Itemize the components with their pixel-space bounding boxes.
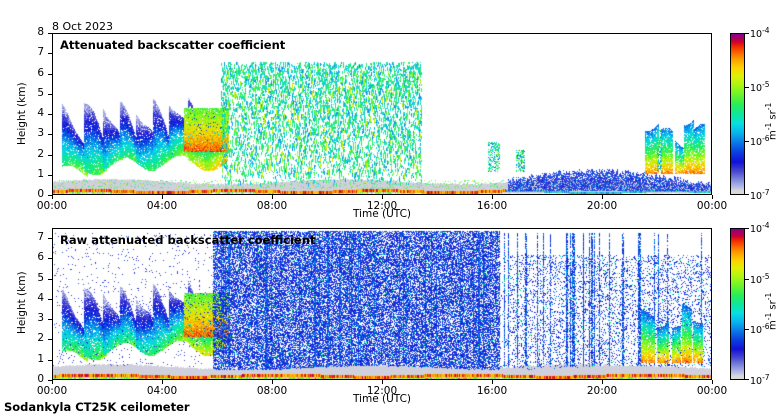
- colorbar-tick-mark: [745, 194, 749, 195]
- ytick-mark: [48, 258, 52, 260]
- xtick-mark: [382, 195, 383, 199]
- colorbar-tick-mark: [745, 228, 749, 229]
- ytick-label: 0: [37, 188, 44, 200]
- ytick-mark: [48, 298, 52, 300]
- xtick-mark: [602, 380, 603, 384]
- ytick-label: 7: [37, 46, 44, 59]
- ytick-mark: [48, 195, 52, 196]
- xtick-label: 00:00: [36, 385, 68, 397]
- colorbar-tick-mark: [745, 33, 749, 34]
- colorbar-tick-mark: [745, 379, 749, 380]
- ytick-label: 4: [37, 107, 44, 119]
- colorbar-panel2: [730, 228, 745, 380]
- ytick-label: 2: [37, 147, 44, 160]
- panel1-plot-area: [53, 34, 711, 194]
- ytick-mark: [48, 380, 52, 381]
- colorbar-tick-label: 10-5: [750, 80, 770, 95]
- xtick-label: 00:00: [696, 385, 728, 397]
- ytick-mark: [48, 114, 52, 115]
- colorbar-tick-label: 10-7: [750, 373, 770, 388]
- ytick-mark: [48, 319, 52, 321]
- xtick-label: 00:00: [36, 200, 68, 212]
- ytick-label: 0: [37, 373, 44, 385]
- ytick-label: 2: [37, 332, 44, 345]
- panel2-title: Raw attenuated backscatter coefficient: [60, 233, 316, 247]
- ytick-label: 4: [37, 291, 44, 304]
- colorbar-tick-label: 10-5: [750, 271, 770, 286]
- xtick-mark: [492, 195, 493, 199]
- xtick-label: 04:00: [146, 385, 178, 397]
- colorbar-tick-label: 10-6: [750, 322, 770, 337]
- colorbar-unit-panel2: m-1 sr-1: [764, 292, 779, 330]
- ytick-mark: [48, 73, 52, 75]
- ytick-mark: [48, 359, 52, 361]
- ytick-label: 6: [37, 66, 44, 79]
- xtick-label: 08:00: [256, 385, 288, 397]
- colorbar-tick-mark: [745, 329, 749, 331]
- colorbar-panel1: [730, 33, 745, 195]
- panel1-ylabel: Height (km): [16, 82, 28, 145]
- ytick-mark: [48, 238, 52, 240]
- xtick-mark: [382, 380, 383, 384]
- ytick-mark: [48, 339, 52, 341]
- ytick-label: 8: [37, 26, 44, 38]
- panel2-heatmap: [53, 229, 711, 379]
- colorbar-tick-label: 10-4: [750, 221, 770, 236]
- xtick-label: 12:00: [366, 385, 398, 397]
- xtick-mark: [162, 195, 163, 199]
- ytick-label: 7: [37, 231, 44, 244]
- xtick-label: 12:00: [366, 200, 398, 212]
- ytick-label: 3: [37, 312, 44, 325]
- xtick-mark: [272, 195, 273, 199]
- colorbar-tick-label: 10-7: [750, 188, 770, 203]
- ytick-label: 5: [37, 86, 44, 99]
- panel2-xlabel: Time (UTC): [352, 393, 412, 405]
- colorbar-tick-mark: [745, 278, 749, 280]
- xtick-label: 16:00: [476, 385, 508, 397]
- xtick-mark: [712, 195, 713, 199]
- xtick-mark: [162, 380, 163, 384]
- ytick-label: 1: [37, 352, 44, 365]
- ytick-label: 6: [37, 251, 44, 264]
- colorbar-tick-mark: [745, 87, 749, 88]
- ytick-mark: [48, 278, 52, 280]
- ytick-label: 3: [37, 127, 44, 140]
- colorbar-tick-mark: [745, 141, 749, 142]
- panel-raw-attenuated-backscatter: [52, 228, 712, 380]
- ytick-label: 5: [37, 271, 44, 284]
- colorbar-unit-panel1: m-1 sr-1: [764, 102, 779, 140]
- station-label: Sodankyla CT25K ceilometer: [4, 400, 190, 414]
- panel2-ylabel: Height (km): [16, 271, 28, 334]
- xtick-mark: [602, 195, 603, 199]
- panel1-heatmap: [53, 34, 711, 194]
- xtick-label: 00:00: [696, 200, 728, 212]
- ytick-mark: [48, 93, 52, 95]
- xtick-label: 08:00: [256, 200, 288, 212]
- colorbar-tick-label: 10-6: [750, 134, 770, 149]
- date-label: 8 Oct 2023: [52, 20, 114, 33]
- ytick-mark: [48, 134, 52, 136]
- xtick-mark: [272, 380, 273, 384]
- xtick-label: 04:00: [146, 200, 178, 212]
- xtick-mark: [492, 380, 493, 384]
- panel2-plot-area: [53, 229, 711, 379]
- ytick-label: 1: [37, 167, 44, 180]
- xtick-label: 20:00: [586, 385, 618, 397]
- ytick-mark: [48, 53, 52, 55]
- ytick-mark: [48, 154, 52, 156]
- panel-attenuated-backscatter: [52, 33, 712, 195]
- colorbar-tick-label: 10-4: [750, 26, 770, 41]
- ytick-mark: [48, 174, 52, 176]
- xtick-mark: [52, 380, 53, 384]
- xtick-label: 20:00: [586, 200, 618, 212]
- panel1-title: Attenuated backscatter coefficient: [60, 38, 286, 52]
- xtick-label: 16:00: [476, 200, 508, 212]
- panel1-xlabel: Time (UTC): [352, 208, 412, 220]
- xtick-mark: [712, 380, 713, 384]
- ytick-mark: [48, 33, 52, 34]
- xtick-mark: [52, 195, 53, 199]
